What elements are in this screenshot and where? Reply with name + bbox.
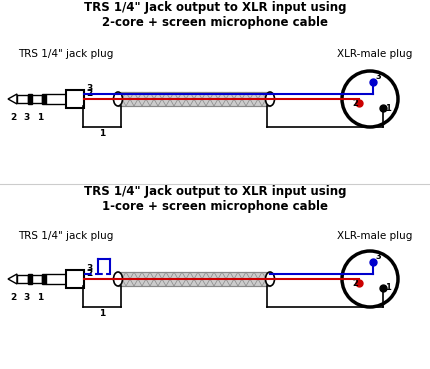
Text: TRS 1/4" Jack output to XLR input using
1-core + screen microphone cable: TRS 1/4" Jack output to XLR input using … (84, 185, 346, 213)
Polygon shape (8, 274, 17, 284)
FancyBboxPatch shape (28, 94, 32, 104)
Text: 2: 2 (86, 89, 92, 98)
Text: 3: 3 (375, 72, 381, 81)
Text: 3: 3 (23, 293, 29, 302)
Text: 3: 3 (86, 264, 92, 273)
Ellipse shape (114, 272, 123, 286)
FancyBboxPatch shape (28, 274, 32, 284)
FancyBboxPatch shape (17, 95, 28, 103)
Text: 1: 1 (99, 129, 105, 138)
Text: 3: 3 (23, 113, 29, 122)
Text: 2: 2 (352, 99, 358, 107)
Circle shape (342, 251, 398, 307)
Text: TRS 1/4" jack plug: TRS 1/4" jack plug (18, 231, 114, 241)
FancyBboxPatch shape (42, 274, 46, 284)
Text: 3: 3 (375, 252, 381, 261)
Text: 1: 1 (99, 309, 105, 318)
Text: 1: 1 (385, 283, 391, 293)
FancyBboxPatch shape (17, 275, 28, 283)
Circle shape (342, 71, 398, 127)
Text: TRS 1/4" jack plug: TRS 1/4" jack plug (18, 49, 114, 59)
FancyBboxPatch shape (46, 94, 66, 104)
FancyBboxPatch shape (42, 94, 46, 104)
FancyBboxPatch shape (32, 275, 42, 283)
FancyBboxPatch shape (66, 270, 84, 288)
Polygon shape (8, 94, 17, 104)
Text: TRS 1/4" Jack output to XLR input using
2-core + screen microphone cable: TRS 1/4" Jack output to XLR input using … (84, 1, 346, 29)
Ellipse shape (265, 92, 274, 106)
Ellipse shape (265, 272, 274, 286)
Text: 1: 1 (37, 293, 43, 302)
FancyBboxPatch shape (66, 90, 84, 108)
FancyBboxPatch shape (46, 274, 66, 284)
FancyBboxPatch shape (118, 272, 270, 286)
Text: 3: 3 (86, 84, 92, 93)
FancyBboxPatch shape (118, 92, 270, 106)
Text: XLR-male plug: XLR-male plug (337, 231, 412, 241)
Text: 2: 2 (86, 269, 92, 278)
Text: 1: 1 (37, 113, 43, 122)
Text: 2: 2 (352, 279, 358, 287)
Text: 1: 1 (385, 103, 391, 113)
FancyBboxPatch shape (32, 95, 42, 103)
Text: XLR-male plug: XLR-male plug (337, 49, 412, 59)
Ellipse shape (114, 92, 123, 106)
Text: 2: 2 (10, 293, 16, 302)
Text: 2: 2 (10, 113, 16, 122)
